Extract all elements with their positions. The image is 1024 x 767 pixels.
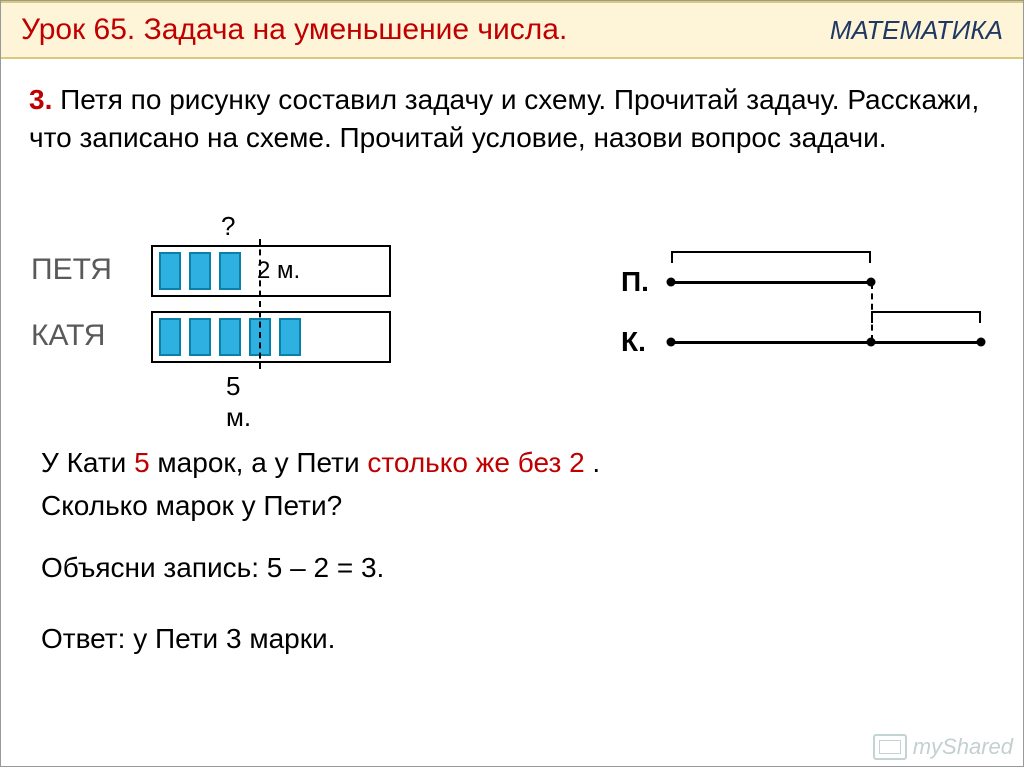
katya-name: КАТЯ xyxy=(31,319,105,353)
stamp-icon xyxy=(219,318,241,356)
segment-p xyxy=(671,281,871,284)
scheme-k-label: К. xyxy=(621,326,646,358)
stamp-icon xyxy=(219,252,241,290)
question-line: Сколько марок у Пети? xyxy=(41,484,993,527)
solution-text: У Кати 5 марок, а у Пети столько же без … xyxy=(41,441,993,661)
text-fragment: . xyxy=(585,447,601,478)
watermark: myShared xyxy=(873,734,1013,760)
watermark-icon xyxy=(873,734,907,760)
red-number: 5 xyxy=(134,447,150,478)
text-fragment: а у Пети xyxy=(251,447,367,478)
dot-icon xyxy=(977,338,986,347)
dot-icon xyxy=(667,338,676,347)
slide-container: Урок 65. Задача на уменьшение числа. МАТ… xyxy=(0,0,1024,767)
header-bar: Урок 65. Задача на уменьшение числа. МАТ… xyxy=(1,1,1023,59)
stamp-icon xyxy=(189,252,211,290)
watermark-text: myShared xyxy=(913,734,1013,760)
diagram-area: ? м. ПЕТЯ 2 м. КАТЯ 5 м. П. xyxy=(31,211,991,431)
scheme-p-label: П. xyxy=(621,266,649,298)
stamp-icon xyxy=(159,252,181,290)
bracket-p xyxy=(671,251,871,261)
petya-name: ПЕТЯ xyxy=(31,253,112,287)
task-text-block: 3. Петя по рисунку составил задачу и схе… xyxy=(29,81,995,157)
petya-minus-label: 2 м. xyxy=(249,257,300,285)
red-phrase: столько же без 2 xyxy=(367,447,584,478)
text-fragment: марок, xyxy=(150,447,252,478)
statement-line-1: У Кати 5 марок, а у Пети столько же без … xyxy=(41,441,993,484)
answer-line: Ответ: у Пети 3 марки. xyxy=(41,617,993,660)
task-body: Петя по рисунку составил задачу и схему.… xyxy=(29,84,979,153)
petya-row: 2 м. xyxy=(151,245,391,297)
segment-k xyxy=(671,341,981,344)
dashed-separator xyxy=(259,239,261,369)
dot-icon xyxy=(667,278,676,287)
katya-total-label: 5 м. xyxy=(226,371,251,433)
dot-icon xyxy=(867,338,876,347)
subject-label: МАТЕМАТИКА xyxy=(830,15,1003,46)
explain-line: Объясни запись: 5 – 2 = 3. xyxy=(41,546,993,589)
bracket-diff xyxy=(871,311,981,321)
stamp-icon xyxy=(189,318,211,356)
lesson-title: Урок 65. Задача на уменьшение числа. xyxy=(21,13,567,47)
task-number: 3. xyxy=(29,84,52,115)
katya-row xyxy=(151,311,391,363)
task-paragraph: 3. Петя по рисунку составил задачу и схе… xyxy=(29,81,995,157)
stamp-icon xyxy=(159,318,181,356)
text-fragment: У Кати xyxy=(41,447,134,478)
stamp-icon xyxy=(279,318,301,356)
